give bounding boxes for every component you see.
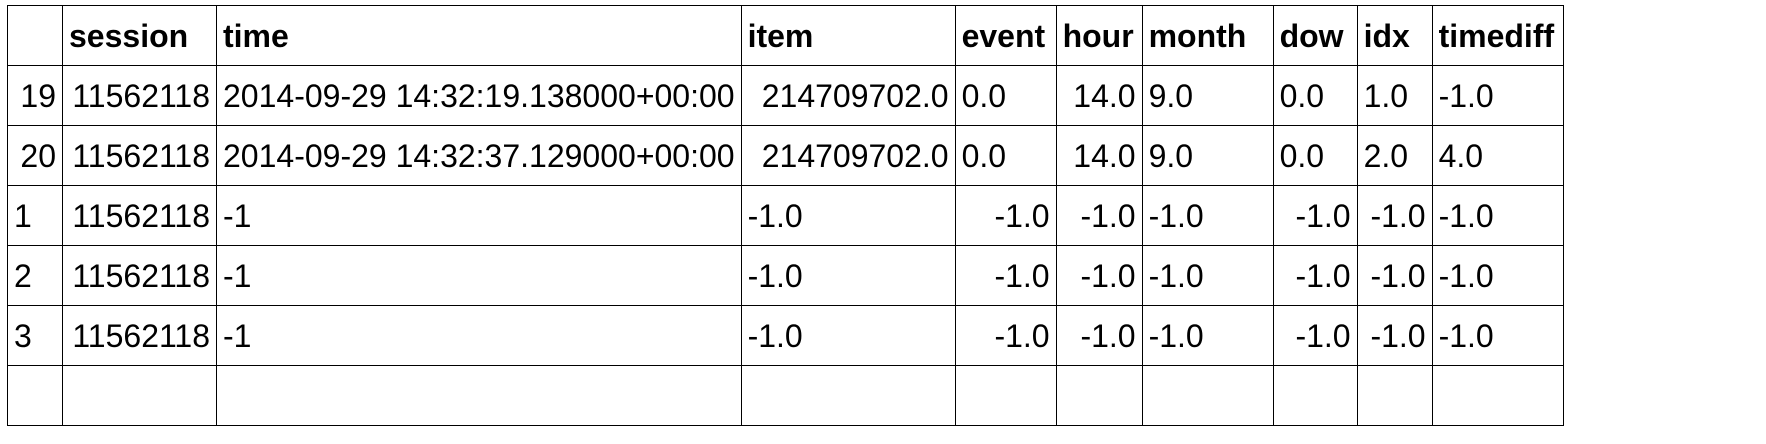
- cell-hour: -1.0: [1055, 245, 1143, 306]
- cell-time: -1: [216, 245, 742, 306]
- cell-item: 214709702.0: [740, 125, 956, 186]
- cell-idx: 2.0: [1356, 125, 1433, 186]
- cell-month: -1.0: [1141, 305, 1274, 366]
- table-row-partial: [7, 365, 1564, 426]
- cell-event: -1.0: [954, 305, 1057, 366]
- cell-dow: -1.0: [1272, 245, 1358, 306]
- cell-timediff: -1.0: [1431, 65, 1564, 126]
- cell-item: -1.0: [740, 245, 956, 306]
- cell-dow: -1.0: [1272, 305, 1358, 366]
- cell-empty: [740, 365, 956, 426]
- cell-empty: [1272, 365, 1358, 426]
- cell-timediff: 4.0: [1431, 125, 1564, 186]
- cell-index: 3: [7, 305, 63, 366]
- cell-empty: [7, 365, 63, 426]
- header-timediff: timediff: [1431, 5, 1564, 66]
- table-row: 3 11562118 -1 -1.0 -1.0 -1.0 -1.0 -1.0 -…: [7, 305, 1564, 366]
- cell-time: 2014-09-29 14:32:37.129000+00:00: [216, 125, 742, 186]
- cell-session: 11562118: [62, 125, 217, 186]
- cell-dow: 0.0: [1272, 125, 1358, 186]
- cell-session: 11562118: [62, 305, 217, 366]
- cell-month: -1.0: [1141, 185, 1274, 246]
- cell-index: 1: [7, 185, 63, 246]
- header-item: item: [740, 5, 956, 66]
- cell-empty: [954, 365, 1057, 426]
- cell-item: -1.0: [740, 305, 956, 366]
- cell-item: 214709702.0: [740, 65, 956, 126]
- cell-timediff: -1.0: [1431, 245, 1564, 306]
- cell-event: -1.0: [954, 185, 1057, 246]
- cell-time: -1: [216, 185, 742, 246]
- dataframe-table-container: session time item event hour month dow i…: [7, 5, 1564, 426]
- header-session: session: [62, 5, 217, 66]
- cell-empty: [1431, 365, 1564, 426]
- cell-empty: [216, 365, 742, 426]
- table-row: 2 11562118 -1 -1.0 -1.0 -1.0 -1.0 -1.0 -…: [7, 245, 1564, 306]
- cell-empty: [1141, 365, 1274, 426]
- cell-hour: 14.0: [1055, 125, 1143, 186]
- header-event: event: [954, 5, 1057, 66]
- cell-item: -1.0: [740, 185, 956, 246]
- header-dow: dow: [1272, 5, 1358, 66]
- table-row: 20 11562118 2014-09-29 14:32:37.129000+0…: [7, 125, 1564, 186]
- cell-month: -1.0: [1141, 245, 1274, 306]
- table-row: 19 11562118 2014-09-29 14:32:19.138000+0…: [7, 65, 1564, 126]
- cell-idx: -1.0: [1356, 185, 1433, 246]
- cell-dow: -1.0: [1272, 185, 1358, 246]
- cell-empty: [62, 365, 217, 426]
- cell-idx: -1.0: [1356, 305, 1433, 366]
- cell-idx: -1.0: [1356, 245, 1433, 306]
- cell-month: 9.0: [1141, 65, 1274, 126]
- cell-timediff: -1.0: [1431, 185, 1564, 246]
- header-index: [7, 5, 63, 66]
- dataframe-table: session time item event hour month dow i…: [7, 5, 1564, 426]
- cell-event: -1.0: [954, 245, 1057, 306]
- header-time: time: [216, 5, 742, 66]
- cell-hour: -1.0: [1055, 185, 1143, 246]
- cell-session: 11562118: [62, 245, 217, 306]
- header-hour: hour: [1055, 5, 1143, 66]
- cell-empty: [1356, 365, 1433, 426]
- cell-index: 19: [7, 65, 63, 126]
- cell-hour: 14.0: [1055, 65, 1143, 126]
- header-month: month: [1141, 5, 1274, 66]
- cell-event: 0.0: [954, 65, 1057, 126]
- header-row: session time item event hour month dow i…: [7, 5, 1564, 66]
- cell-dow: 0.0: [1272, 65, 1358, 126]
- cell-hour: -1.0: [1055, 305, 1143, 366]
- cell-session: 11562118: [62, 185, 217, 246]
- table-row: 1 11562118 -1 -1.0 -1.0 -1.0 -1.0 -1.0 -…: [7, 185, 1564, 246]
- header-idx: idx: [1356, 5, 1433, 66]
- cell-timediff: -1.0: [1431, 305, 1564, 366]
- cell-month: 9.0: [1141, 125, 1274, 186]
- cell-index: 2: [7, 245, 63, 306]
- cell-session: 11562118: [62, 65, 217, 126]
- cell-idx: 1.0: [1356, 65, 1433, 126]
- cell-index: 20: [7, 125, 63, 186]
- cell-time: -1: [216, 305, 742, 366]
- cell-empty: [1055, 365, 1143, 426]
- cell-event: 0.0: [954, 125, 1057, 186]
- cell-time: 2014-09-29 14:32:19.138000+00:00: [216, 65, 742, 126]
